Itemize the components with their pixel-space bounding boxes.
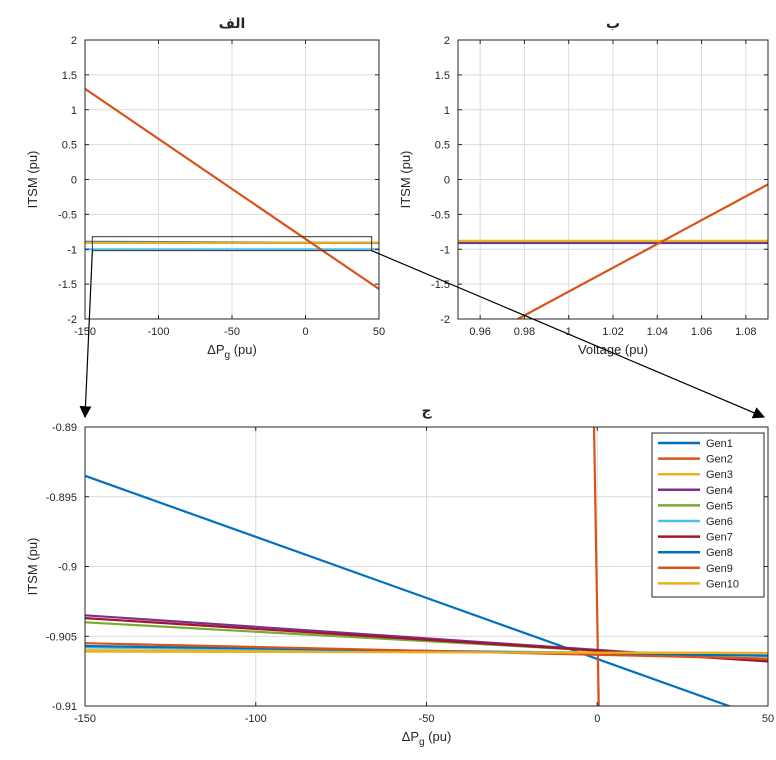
y-axis-label: ITSM (pu) [25, 538, 40, 596]
y-tick-label: -0.89 [52, 422, 77, 434]
legend-label: Gen1 [706, 438, 733, 450]
x-tick-label: -50 [224, 326, 240, 338]
x-tick-label: 1.08 [735, 326, 756, 338]
y-tick-label: -2 [440, 314, 450, 326]
legend-label: Gen6 [706, 516, 733, 528]
panel-title: الف [219, 15, 246, 31]
series-line-s5 [517, 183, 768, 319]
x-tick-label: 1.02 [602, 326, 623, 338]
y-tick-label: -1.5 [431, 279, 450, 291]
x-tick-label: 1.04 [647, 326, 668, 338]
y-tick-label: 0 [444, 175, 450, 187]
series-line-gen10 [85, 650, 768, 655]
x-tick-label: 1 [566, 326, 572, 338]
y-tick-label: -0.5 [431, 209, 450, 221]
legend-box [651, 432, 765, 598]
y-tick-label: -0.91 [52, 701, 77, 713]
legend-label: Gen10 [706, 578, 739, 590]
y-tick-label: -1 [67, 244, 77, 256]
y-tick-label: -2 [67, 314, 77, 326]
y-tick-label: 1 [444, 105, 450, 117]
zoom-box [91, 236, 373, 252]
zoom-arrow-left [79, 250, 93, 419]
x-tick-label: 0.98 [514, 326, 535, 338]
series-group [85, 427, 768, 706]
x-tick-label: -150 [74, 713, 96, 725]
legend-label: Gen2 [706, 454, 733, 466]
y-tick-label: -0.9 [58, 562, 77, 574]
legend-label: Gen3 [706, 469, 733, 481]
series-line-gen2 [592, 427, 600, 706]
panel-title: ب [606, 15, 620, 31]
x-axis-label: ΔPg (pu) [207, 342, 257, 361]
x-tick-label: -150 [74, 326, 96, 338]
y-tick-label: 1 [71, 105, 77, 117]
zoom-arrow-right [371, 250, 766, 419]
chart-panel-c: -150 -100 -50 0 50 -0.91 -0.905 -0.9 -0.895 -0.89… [25, 402, 774, 748]
y-tick-label: -1 [440, 244, 450, 256]
legend-label: Gen7 [706, 532, 733, 544]
x-axis-label: Voltage (pu) [578, 342, 648, 357]
series-group [85, 87, 379, 290]
series-line-gen1 [85, 474, 733, 706]
y-tick-label: 0.5 [62, 140, 77, 152]
x-tick-label: 0.96 [469, 326, 490, 338]
series-group [458, 183, 768, 319]
x-tick-label: -100 [147, 326, 169, 338]
x-tick-label: 0 [594, 713, 600, 725]
x-tick-label: 0 [302, 326, 308, 338]
y-tick-label: 1.5 [62, 70, 77, 82]
legend-label: Gen4 [706, 485, 733, 497]
legend-label: Gen5 [706, 500, 733, 512]
y-tick-label: 2 [444, 35, 450, 47]
y-tick-label: 1.5 [435, 70, 450, 82]
legend: Gen1 Gen2 Gen3 Gen4 Gen5 Gen6 Gen7 Gen8 Gen9 Gen1… [651, 432, 765, 598]
y-tick-label: -0.905 [46, 631, 77, 643]
x-tick-label: 50 [373, 326, 385, 338]
chart-panel-a: -150 -100 -50 0 50 -2 -1.5 -1 -0.5 0 0.5 1 1.5 2 الف ΔP… [25, 15, 385, 361]
legend-label: Gen8 [706, 547, 733, 559]
y-tick-label: 0 [71, 175, 77, 187]
y-tick-label: -0.895 [46, 492, 77, 504]
series-line-gen9 [85, 642, 768, 660]
x-tick-label: -100 [245, 713, 267, 725]
series-line-s6 [85, 87, 379, 290]
y-axis-label: ITSM (pu) [398, 151, 413, 209]
y-axis-label: ITSM (pu) [25, 151, 40, 209]
y-tick-label: -0.5 [58, 209, 77, 221]
legend-label: Gen9 [706, 563, 733, 575]
x-tick-label: 1.06 [691, 326, 712, 338]
y-tick-label: 0.5 [435, 140, 450, 152]
y-tick-label: -1.5 [58, 279, 77, 291]
chart-panel-b: 0.96 0.98 1 1.02 1.04 1.06 1.08 -2 -1.5 -1 -0.5 0 0.… [398, 15, 769, 357]
x-tick-label: 50 [762, 713, 774, 725]
x-axis-label: ΔPg (pu) [402, 729, 452, 748]
panel-title: ج [421, 402, 432, 419]
y-tick-label: 2 [71, 35, 77, 47]
zoom-arrows [79, 250, 766, 419]
x-tick-label: -50 [419, 713, 435, 725]
